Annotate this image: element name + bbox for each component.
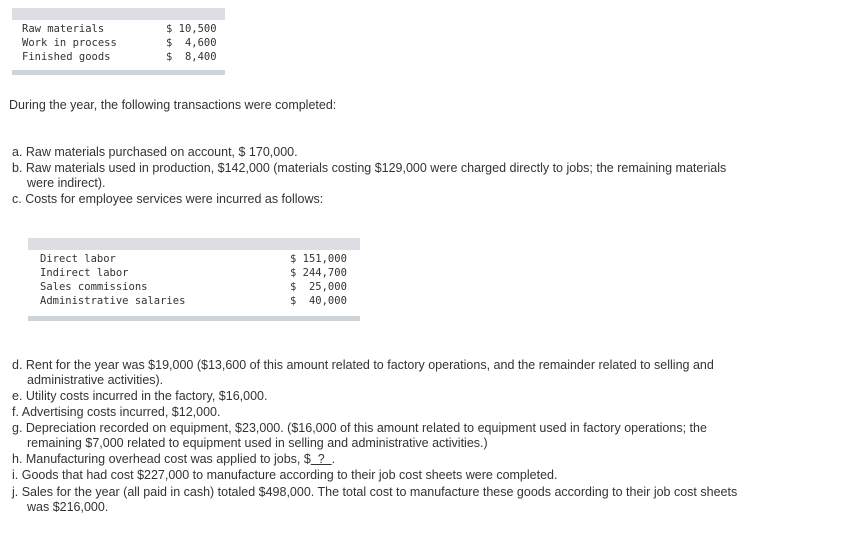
item-h-text: h. Manufacturing overhead cost was appli… [12, 452, 311, 466]
table-row-value: $ 8,400 [166, 51, 217, 63]
table-row-value: $ 40,000 [290, 295, 347, 307]
table-row-value: $ 244,700 [290, 267, 347, 279]
table-row-label: Indirect labor [40, 267, 129, 279]
table-row-value: $ 25,000 [290, 281, 347, 293]
inventory-balances-table: Raw materials $ 10,500 Work in process $… [12, 8, 225, 75]
item-g: g. Depreciation recorded on equipment, $… [12, 421, 707, 435]
table-row-label: Raw materials [22, 23, 105, 35]
item-h-end: . [331, 452, 336, 466]
item-c: c. Costs for employee services were incu… [12, 192, 324, 206]
item-j-continued: was $216,000. [27, 500, 109, 514]
item-a: a. Raw materials purchased on account, $… [12, 145, 298, 159]
item-b-continued: were indirect). [27, 176, 106, 190]
employee-services-table: Direct labor $ 151,000 Indirect labor $ … [28, 238, 360, 321]
table-row-label: Direct labor [40, 253, 116, 265]
item-f: f. Advertising costs incurred, $12,000. [12, 405, 221, 419]
table-row-label: Finished goods [22, 51, 111, 63]
table-row-label: Work in process [22, 37, 117, 49]
table-row-value: $ 151,000 [290, 253, 347, 265]
table-row-label: Administrative salaries [40, 295, 186, 307]
table-header-bar [12, 8, 225, 20]
intro-text: During the year, the following transacti… [9, 98, 337, 112]
item-i: i. Goods that had cost $227,000 to manuf… [12, 468, 558, 482]
answer-blank[interactable]: ? [310, 452, 332, 466]
item-b: b. Raw materials used in production, $14… [12, 161, 727, 175]
item-g-continued: remaining $7,000 related to equipment us… [27, 436, 488, 450]
table-footer-bar [12, 70, 225, 75]
table-row-value: $ 10,500 [166, 23, 217, 35]
item-e: e. Utility costs incurred in the factory… [12, 389, 268, 403]
item-h: h. Manufacturing overhead cost was appli… [12, 452, 335, 466]
table-header-bar [28, 238, 360, 250]
item-j: j. Sales for the year (all paid in cash)… [12, 485, 738, 499]
item-d-continued: administrative activities). [27, 373, 164, 387]
table-row-label: Sales commissions [40, 281, 148, 293]
table-footer-bar [28, 316, 360, 321]
table-row-value: $ 4,600 [166, 37, 217, 49]
item-d: d. Rent for the year was $19,000 ($13,60… [12, 358, 714, 372]
